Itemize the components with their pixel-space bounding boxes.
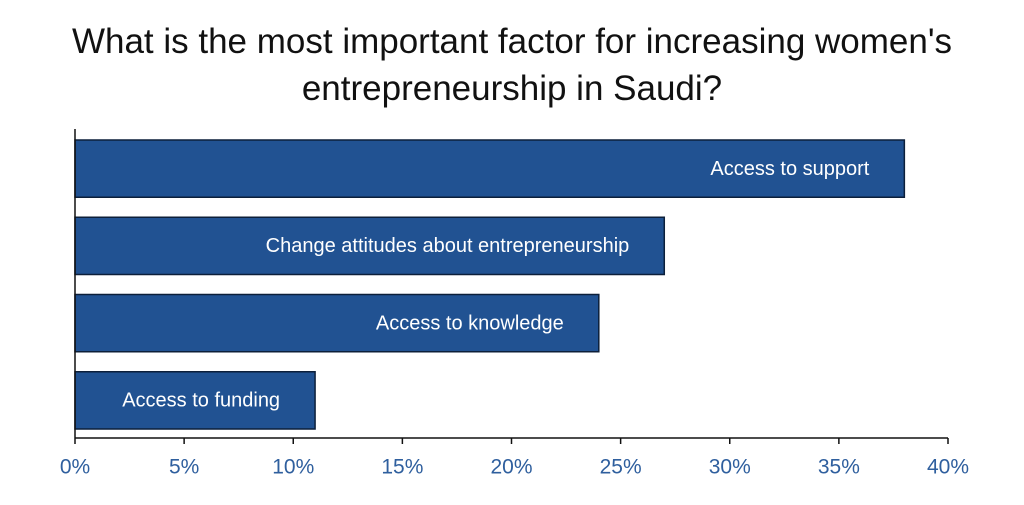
bar-label: Access to funding bbox=[122, 390, 280, 412]
bar bbox=[74, 371, 316, 430]
x-tick-label: 35% bbox=[818, 456, 860, 479]
x-tick-label: 25% bbox=[600, 456, 642, 479]
bar bbox=[74, 139, 906, 198]
x-tick-label: 5% bbox=[169, 456, 199, 479]
x-tick-label: 30% bbox=[709, 456, 751, 479]
x-tick-label: 20% bbox=[490, 456, 532, 479]
chart-title: What is the most important factor for in… bbox=[71, 22, 953, 108]
x-tick-label: 40% bbox=[927, 456, 969, 479]
bar bbox=[74, 293, 600, 353]
bar-label: Change attitudes about entrepreneurship bbox=[266, 235, 630, 257]
x-tick-label: 0% bbox=[60, 456, 90, 479]
x-tick-label: 15% bbox=[381, 456, 423, 479]
bar-label: Access to support bbox=[710, 158, 869, 180]
bar-label: Access to knowledge bbox=[376, 312, 564, 334]
x-tick-label: 10% bbox=[272, 456, 314, 479]
